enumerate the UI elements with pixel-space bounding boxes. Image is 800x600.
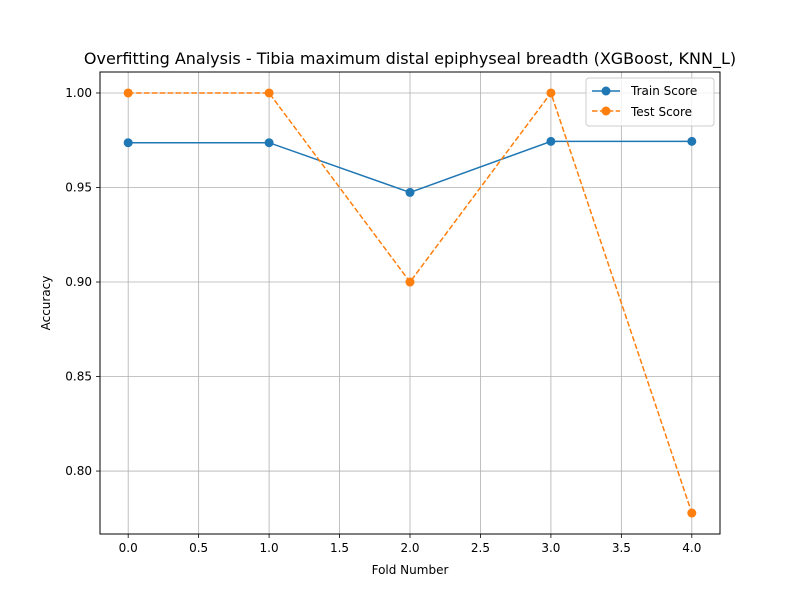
x-tick-label: 3.0	[541, 541, 560, 555]
chart-title: Overfitting Analysis - Tibia maximum dis…	[84, 49, 736, 69]
x-tick-label: 0.5	[189, 541, 208, 555]
x-tick-label: 0.0	[119, 541, 138, 555]
x-tick-label: 4.0	[682, 541, 701, 555]
data-point-test-score	[264, 88, 274, 98]
y-tick-label: 0.95	[65, 181, 92, 195]
data-point-test-score	[123, 88, 133, 98]
legend-marker-test-score	[601, 106, 611, 116]
data-point-train-score	[546, 136, 556, 146]
y-tick-label: 0.85	[65, 370, 92, 384]
legend: Train Score Test Score	[585, 77, 715, 127]
x-tick-label: 2.5	[471, 541, 490, 555]
grid	[100, 72, 720, 534]
data-point-test-score	[546, 88, 556, 98]
legend-label-train-score: Train Score	[630, 84, 697, 98]
y-tick-label: 0.90	[65, 275, 92, 289]
x-tick-label: 1.0	[260, 541, 279, 555]
y-tick-label: 1.00	[65, 86, 92, 100]
y-tick-label: 0.80	[65, 464, 92, 478]
plot-frame	[99, 71, 721, 535]
legend-label-test-score: Test Score	[630, 105, 692, 119]
data-point-train-score	[123, 138, 133, 148]
axis-ticks: 0.0 0.5 1.0 1.5 2.0 2.5 3.0 3.5 4.0 0.80 0.85 0.90 0…	[65, 86, 701, 555]
data-point-train-score	[687, 136, 697, 146]
y-axis-label: Accuracy	[39, 276, 53, 331]
data-point-test-score	[687, 508, 697, 518]
series-layer	[123, 88, 697, 518]
legend-box	[585, 77, 715, 127]
x-axis-label: Fold Number	[372, 563, 449, 577]
x-tick-label: 1.5	[330, 541, 349, 555]
x-tick-label: 3.5	[612, 541, 631, 555]
data-point-train-score	[264, 138, 274, 148]
x-tick-label: 2.0	[400, 541, 419, 555]
legend-marker-train-score	[601, 86, 611, 96]
data-point-train-score	[405, 187, 415, 197]
data-point-test-score	[405, 277, 415, 287]
